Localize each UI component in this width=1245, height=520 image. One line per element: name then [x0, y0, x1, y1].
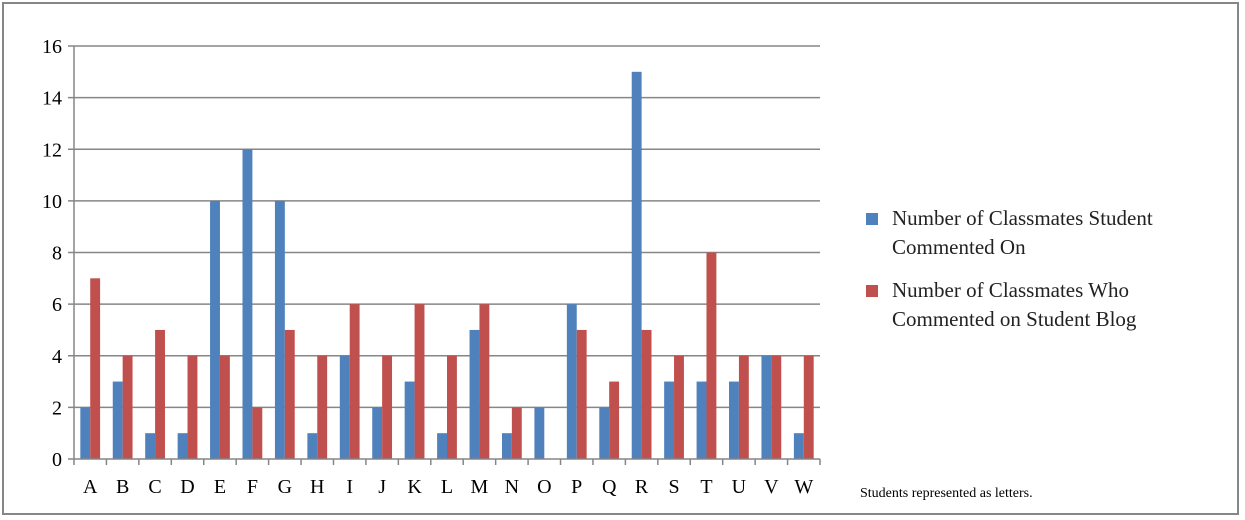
legend: Number of Classmates Student Commented O…	[866, 204, 1226, 348]
bar-series-1-O	[534, 407, 545, 459]
bar-series-2-R	[641, 329, 652, 459]
legend-swatch-series-2	[866, 285, 878, 297]
x-tick-label-V: V	[764, 476, 779, 498]
bar-series-2-H	[317, 355, 328, 459]
y-tick-label-10: 10	[42, 191, 62, 213]
bar-series-2-D	[187, 355, 198, 459]
x-tick-label-B: B	[116, 476, 129, 498]
x-tick-label-U: U	[732, 476, 747, 498]
bar-series-2-F	[252, 407, 263, 459]
x-tick-label-Q: Q	[602, 476, 617, 498]
bar-series-1-P	[566, 304, 577, 459]
bar-series-2-B	[122, 355, 133, 459]
bar-series-2-N	[511, 407, 522, 459]
y-tick-label-8: 8	[52, 243, 62, 265]
legend-swatch-series-1	[866, 213, 878, 225]
bar-series-2-A	[90, 278, 101, 459]
x-tick-label-E: E	[214, 476, 226, 498]
bar-series-1-D	[177, 433, 188, 459]
x-tick-label-M: M	[471, 476, 489, 498]
x-tick-label-F: F	[247, 476, 258, 498]
x-tick-label-T: T	[700, 476, 712, 498]
x-tick-label-K: K	[407, 476, 422, 498]
bar-series-1-L	[437, 433, 447, 459]
x-tick-label-A: A	[83, 476, 98, 498]
bar-series-1-N	[501, 433, 512, 459]
y-tick-label-16: 16	[42, 36, 62, 58]
bar-series-2-V	[771, 355, 782, 459]
bar-series-1-F	[242, 149, 253, 459]
bar-series-2-S	[674, 355, 684, 459]
bar-series-1-K	[404, 381, 415, 459]
y-tick-label-4: 4	[52, 346, 62, 368]
bar-series-1-W	[793, 433, 804, 459]
bar-series-1-H	[307, 433, 318, 459]
bar-series-1-T	[696, 381, 707, 459]
bar-series-2-J	[382, 355, 393, 459]
x-tick-label-S: S	[668, 476, 679, 498]
bar-series-1-E	[210, 200, 220, 459]
y-tick-label-12: 12	[42, 139, 62, 161]
x-tick-label-L: L	[441, 476, 453, 498]
x-tick-label-J: J	[378, 476, 386, 498]
legend-label-series-1: Number of Classmates Student Commented O…	[892, 206, 1153, 259]
x-tick-label-P: P	[571, 476, 582, 498]
chart-note: Students represented as letters.	[860, 486, 1033, 501]
y-tick-label-14: 14	[42, 88, 62, 110]
bar-series-1-V	[761, 355, 772, 459]
bar-series-1-Q	[599, 407, 610, 459]
bar-series-2-M	[479, 304, 490, 459]
x-tick-label-H: H	[310, 476, 324, 498]
bar-series-2-C	[155, 329, 165, 459]
bar-series-2-T	[706, 252, 717, 459]
bar-series-1-B	[112, 381, 123, 459]
bar-series-1-U	[729, 381, 739, 459]
bar-series-2-U	[738, 355, 749, 459]
x-tick-label-I: I	[346, 476, 353, 498]
x-tick-label-G: G	[278, 476, 292, 498]
x-tick-label-W: W	[794, 476, 813, 498]
legend-item-series-1: Number of Classmates Student Commented O…	[866, 204, 1226, 262]
bar-series-1-S	[664, 381, 675, 459]
bar-series-2-Q	[609, 381, 620, 459]
x-tick-label-N: N	[505, 476, 519, 498]
bar-series-1-A	[80, 407, 91, 459]
bar-series-1-C	[145, 433, 156, 459]
legend-label-series-2: Number of Classmates Who Commented on St…	[892, 278, 1137, 331]
bar-series-2-W	[803, 355, 814, 459]
bar-series-2-L	[447, 355, 457, 459]
bar-series-1-J	[372, 407, 383, 459]
legend-item-series-2: Number of Classmates Who Commented on St…	[866, 276, 1226, 334]
bar-series-1-I	[339, 355, 350, 459]
bar-series-2-E	[219, 355, 230, 459]
bar-series-1-G	[274, 200, 285, 459]
bar-series-2-I	[349, 304, 360, 459]
bar-series-2-G	[284, 329, 295, 459]
x-tick-label-D: D	[180, 476, 194, 498]
y-tick-label-2: 2	[52, 397, 62, 419]
y-tick-label-6: 6	[52, 294, 62, 316]
bar-series-2-P	[576, 329, 587, 459]
bar-series-2-K	[414, 304, 425, 459]
x-tick-label-O: O	[537, 476, 551, 498]
x-tick-label-C: C	[148, 476, 161, 498]
x-tick-label-R: R	[635, 476, 649, 498]
y-tick-label-0: 0	[52, 449, 62, 471]
bar-series-1-M	[469, 329, 480, 459]
bar-series-1-R	[631, 71, 642, 459]
